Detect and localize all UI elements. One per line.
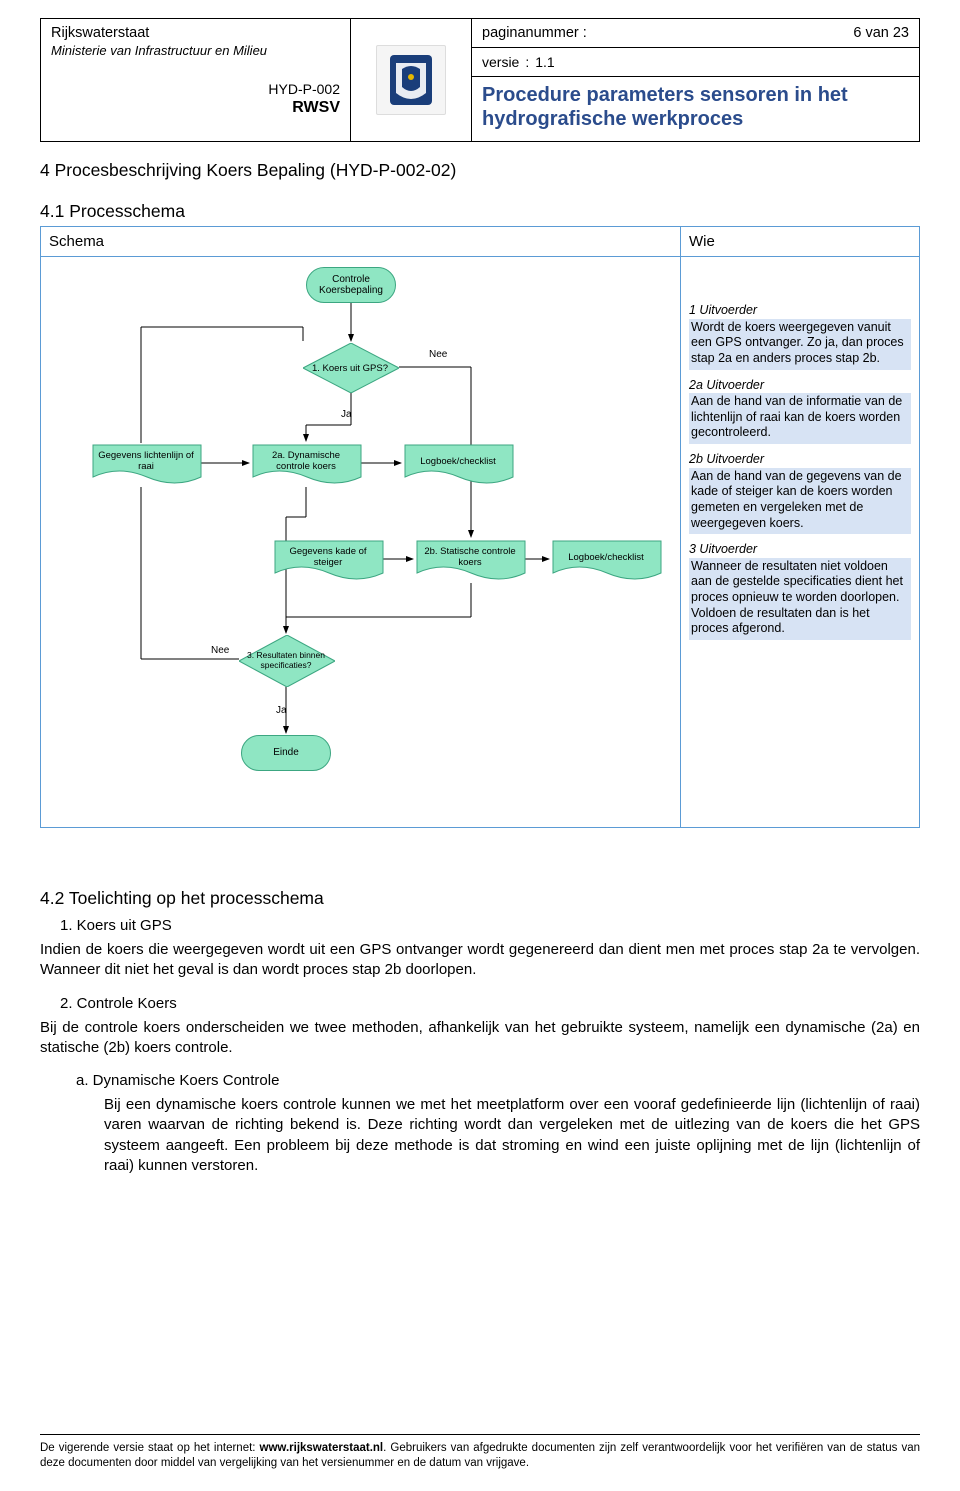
version-sep: : [525, 54, 529, 70]
wie-item-1-title: 1 Uitvoerder [689, 303, 911, 319]
wie-column: 1 Uitvoerder Wordt de koers weergegeven … [689, 303, 911, 640]
edge-label-nee-1: Nee [429, 349, 447, 360]
flowchart-doc-raai: Gegevens lichtenlijn of raai [91, 443, 201, 487]
section-42-heading: 4.2 Toelichting op het processchema [40, 888, 920, 909]
page-number-value: 6 van 23 [799, 25, 909, 41]
ministry-name: Ministerie van Infrastructuur en Milieu [51, 43, 340, 58]
flowchart-start: Controle Koersbepaling [306, 267, 396, 303]
header-left: Rijkswaterstaat Ministerie van Infrastru… [41, 19, 351, 141]
flowchart-doc-log2-label: Logboek/checklist [551, 539, 661, 575]
item-2a-label: a. Dynamische Koers Controle [76, 1072, 920, 1089]
flowchart-doc-2a: 2a. Dynamische controle koers [251, 443, 361, 487]
section-4-heading: 4 Procesbeschrijving Koers Bepaling (HYD… [40, 160, 920, 181]
header-right: paginanummer : 6 van 23 versie : 1.1 Pro… [471, 19, 919, 141]
flowchart-doc-kade: Gegevens kade of steiger [273, 539, 383, 583]
doc-code-bold: RWSV [51, 98, 340, 119]
flowchart-doc-2b: 2b. Statische controle koers [415, 539, 525, 583]
flowchart-diagram: Controle Koersbepaling 1. Koers uit GPS?… [41, 257, 680, 827]
wie-item-1-body: Wordt de koers weergegeven vanuit een GP… [689, 319, 911, 370]
flowchart-end: Einde [241, 735, 331, 771]
schema-table-header-right: Wie [681, 227, 919, 257]
item-1-paragraph: Indien de koers die weergegeven wordt ui… [40, 940, 920, 981]
wie-item-2b-title: 2b Uitvoerder [689, 452, 911, 468]
flowchart-doc-2a-label: 2a. Dynamische controle koers [251, 443, 361, 479]
header-logo-cell [351, 19, 471, 141]
footer-url: www.rijkswaterstaat.nl [260, 1442, 384, 1454]
version-value: 1.1 [535, 54, 554, 70]
document-header: Rijkswaterstaat Ministerie van Infrastru… [40, 18, 920, 142]
item-2-label: 2. Controle Koers [60, 995, 920, 1012]
flowchart-doc-log2: Logboek/checklist [551, 539, 661, 583]
wie-item-2b-body: Aan de hand van de gegevens van de kade … [689, 468, 911, 535]
crest-icon [376, 45, 446, 115]
wie-item-2b: 2b Uitvoerder Aan de hand van de gegeven… [689, 452, 911, 534]
flowchart-doc-log1-label: Logboek/checklist [403, 443, 513, 479]
document-title: Procedure parameters sensoren in het hyd… [472, 76, 919, 141]
wie-item-3: 3 Uitvoerder Wanneer de resultaten niet … [689, 542, 911, 640]
section-41-heading: 4.1 Processchema [40, 201, 920, 222]
item-2-paragraph: Bij de controle koers onderscheiden we t… [40, 1018, 920, 1059]
flowchart-decision-1-label: 1. Koers uit GPS? [303, 343, 397, 393]
item-1-label: 1. Koers uit GPS [60, 917, 920, 934]
flowchart-decision-1: 1. Koers uit GPS? [303, 343, 397, 393]
page-footer: De vigerende versie staat op het interne… [40, 1434, 920, 1471]
wie-item-2a: 2a Uitvoerder Aan de hand van de informa… [689, 378, 911, 445]
flowchart-doc-2b-label: 2b. Statische controle koers [415, 539, 525, 575]
version-label: versie [482, 54, 519, 70]
flowchart-doc-raai-label: Gegevens lichtenlijn of raai [91, 443, 201, 479]
wie-item-3-title: 3 Uitvoerder [689, 542, 911, 558]
wie-item-3-body: Wanneer de resultaten niet voldoen aan d… [689, 558, 911, 640]
flowchart-decision-3: 3. Resultaten binnen specificaties? [239, 635, 333, 685]
footer-prefix: De vigerende versie staat op het interne… [40, 1442, 260, 1454]
edge-label-ja-1: Ja [341, 409, 352, 420]
flowchart-doc-log1: Logboek/checklist [403, 443, 513, 487]
doc-code: HYD-P-002 [51, 80, 340, 98]
section-42: 4.2 Toelichting op het processchema 1. K… [40, 888, 920, 1176]
org-name: Rijkswaterstaat [51, 25, 340, 41]
wie-item-2a-body: Aan de hand van de informatie van de lic… [689, 393, 911, 444]
wie-item-2a-title: 2a Uitvoerder [689, 378, 911, 394]
wie-item-1: 1 Uitvoerder Wordt de koers weergegeven … [689, 303, 911, 370]
edge-label-nee-2: Nee [211, 645, 229, 656]
edge-label-ja-2: Ja [276, 705, 287, 716]
flowchart-doc-kade-label: Gegevens kade of steiger [273, 539, 383, 575]
schema-table-header-left: Schema [41, 227, 681, 257]
item-2a-paragraph: Bij een dynamische koers controle kunnen… [104, 1095, 920, 1176]
schema-table: Schema Wie [40, 226, 920, 828]
page-number-label: paginanummer : [482, 25, 799, 41]
flowchart-decision-3-label: 3. Resultaten binnen specificaties? [239, 635, 333, 685]
